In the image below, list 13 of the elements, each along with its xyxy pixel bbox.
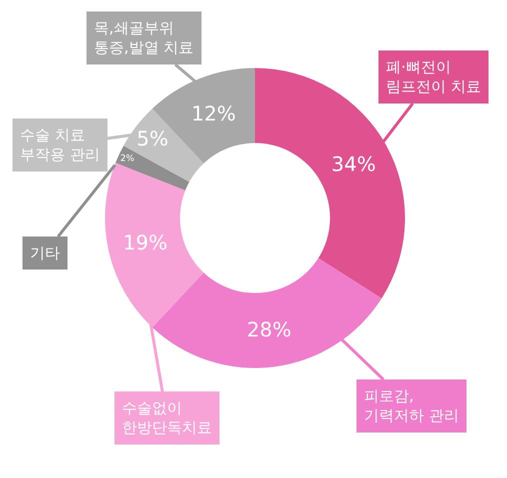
data-label: 19% bbox=[122, 230, 168, 255]
slice-label: 수술 치료 부작용 관리 bbox=[20, 126, 100, 164]
slice-label: 폐·뼈전이 림프전이 치료 bbox=[386, 58, 481, 96]
data-label: 12% bbox=[191, 101, 236, 126]
data-label: 2% bbox=[120, 154, 134, 164]
data-label: 28% bbox=[246, 318, 292, 342]
slice-label: 피로감, 기력저하 관리 bbox=[364, 387, 459, 424]
donut-slice bbox=[116, 146, 190, 190]
data-label: 34% bbox=[331, 152, 376, 176]
data-label: 5% bbox=[136, 126, 168, 150]
slice-label: 기타 bbox=[30, 244, 60, 262]
slice-label: 수술없이 한방단독치료 bbox=[122, 399, 212, 436]
slice-label: 목,쇄골부위 통증,발열 치료 bbox=[94, 19, 194, 56]
